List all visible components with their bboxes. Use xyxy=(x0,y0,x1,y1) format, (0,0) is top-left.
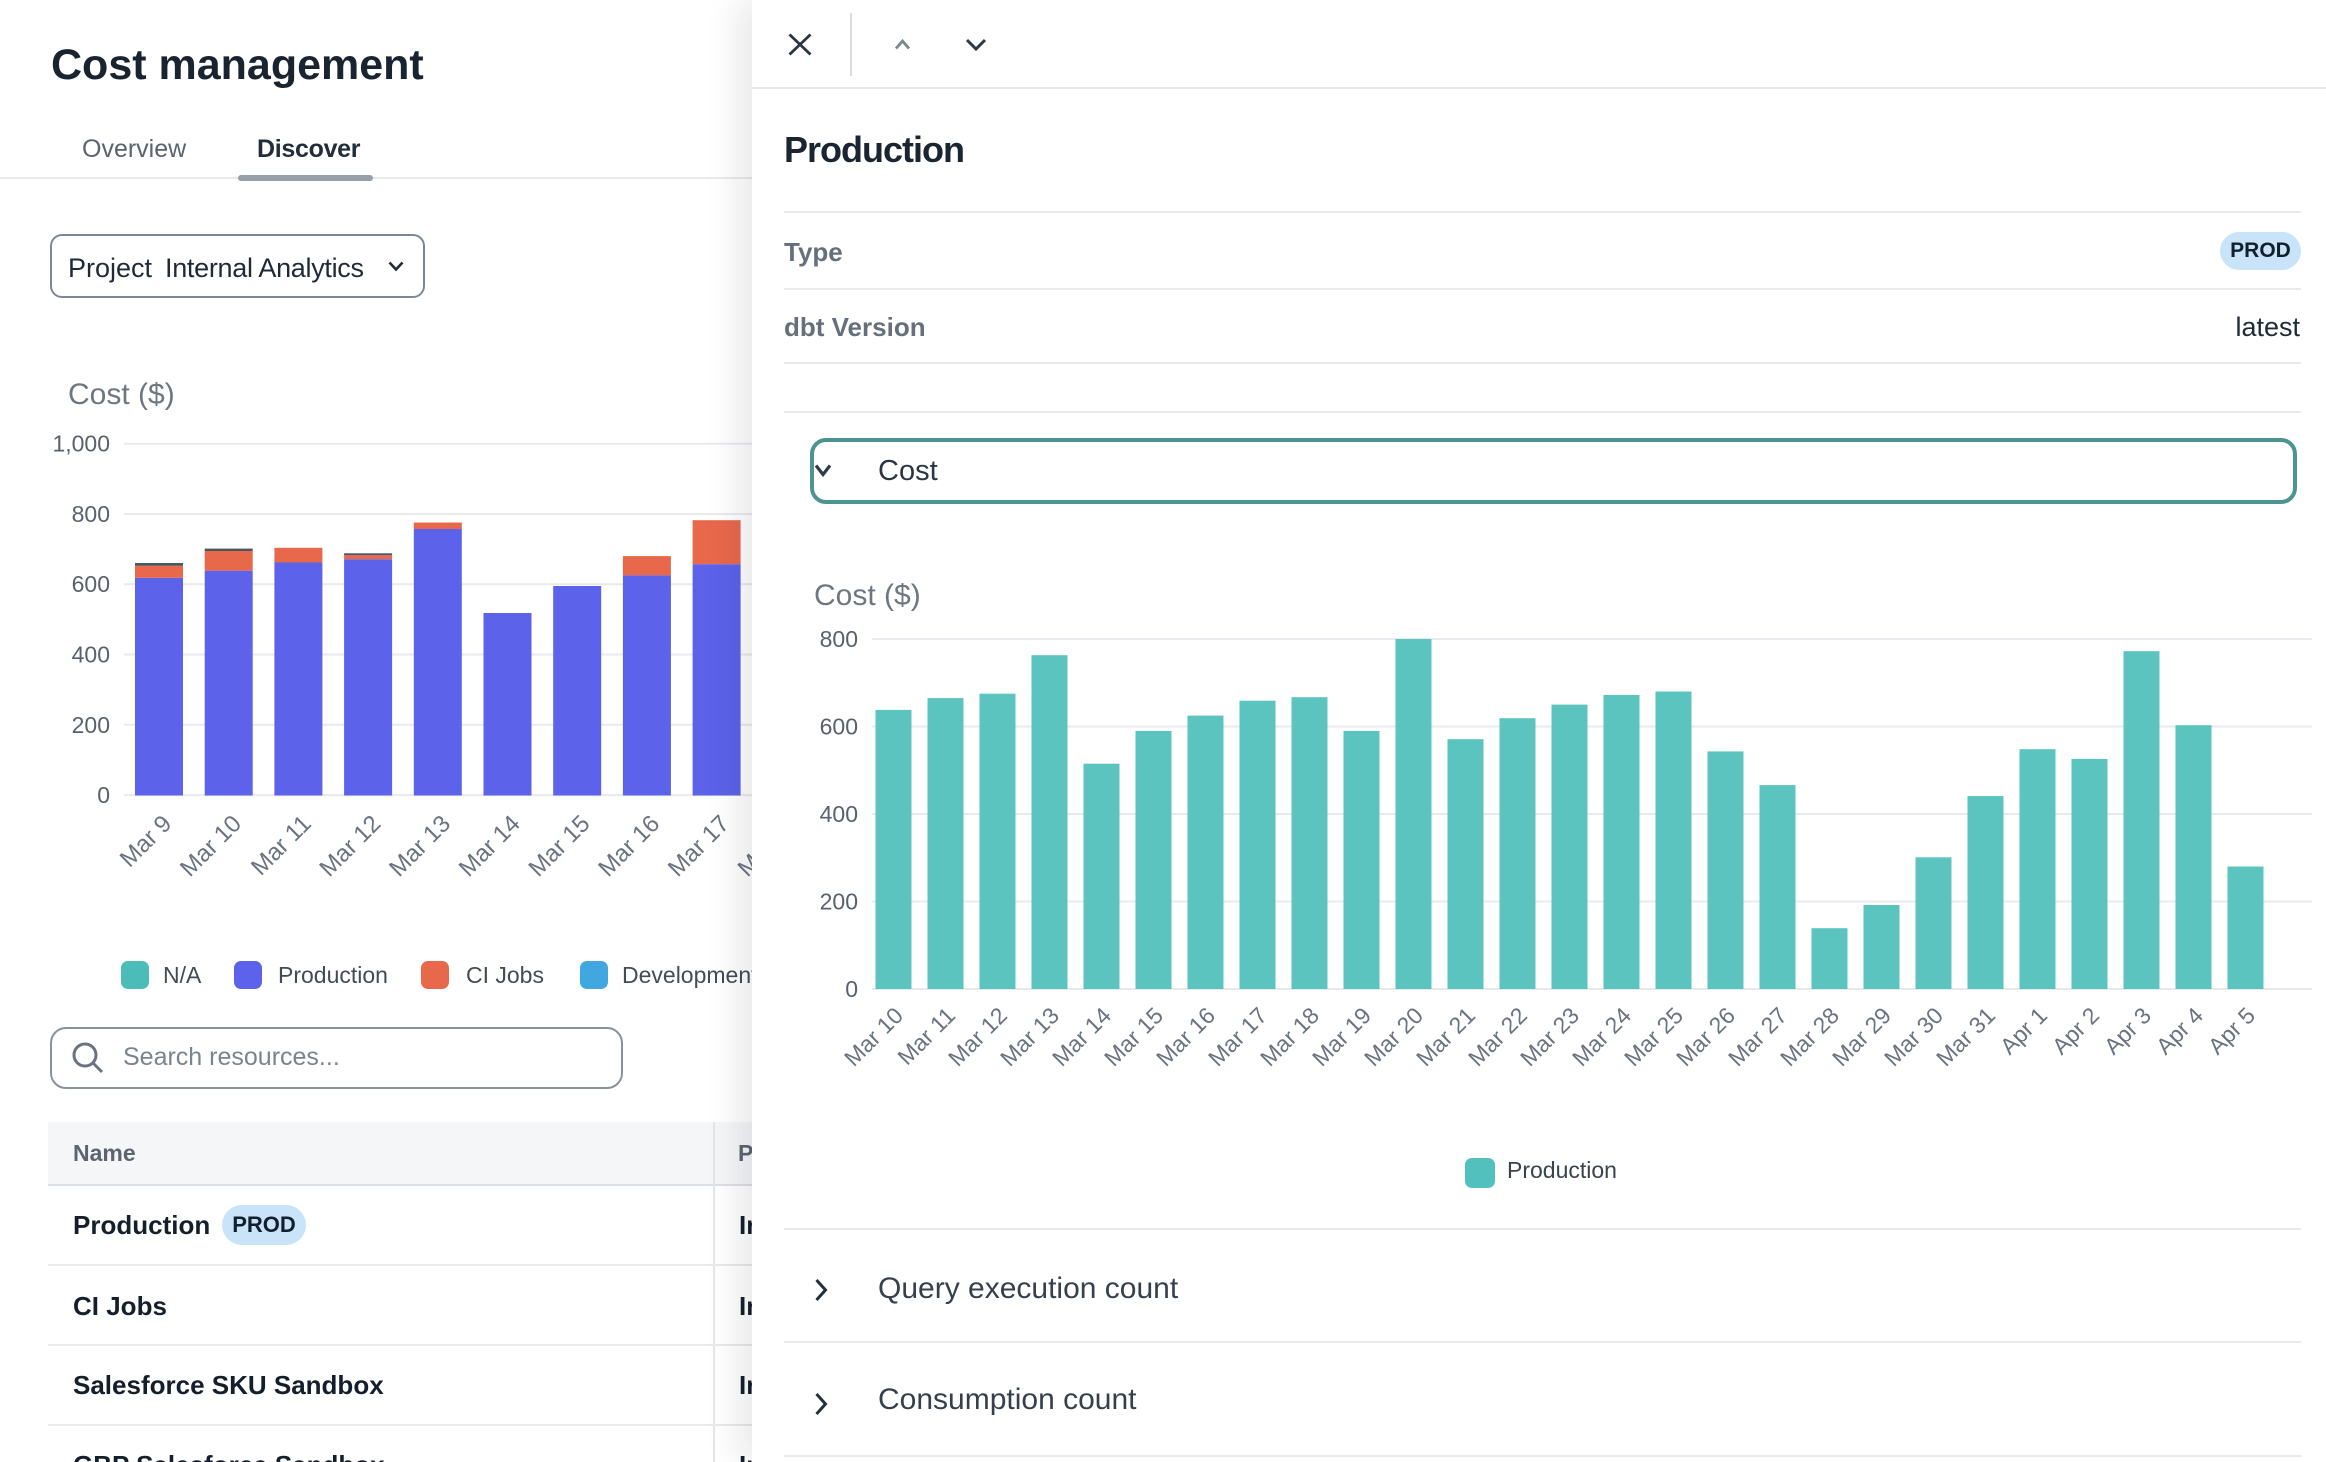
svg-text:Apr 2: Apr 2 xyxy=(2047,1002,2104,1059)
svg-text:Mar 9: Mar 9 xyxy=(115,810,177,872)
svg-text:0: 0 xyxy=(97,782,110,808)
svg-text:Mar 15: Mar 15 xyxy=(524,810,596,882)
svg-text:200: 200 xyxy=(72,712,110,738)
svg-text:600: 600 xyxy=(820,714,858,740)
svg-text:Apr 4: Apr 4 xyxy=(2151,1002,2208,1059)
svg-text:800: 800 xyxy=(72,501,110,527)
svg-text:Mar 14: Mar 14 xyxy=(454,810,526,882)
svg-text:Mar 17: Mar 17 xyxy=(663,810,735,882)
svg-text:0: 0 xyxy=(845,976,858,1002)
svg-text:Apr 3: Apr 3 xyxy=(2099,1002,2156,1059)
svg-text:Cost ($): Cost ($) xyxy=(68,378,175,411)
svg-text:200: 200 xyxy=(820,889,858,915)
svg-text:600: 600 xyxy=(72,571,110,597)
svg-text:Mar 13: Mar 13 xyxy=(384,810,456,882)
svg-text:Cost ($): Cost ($) xyxy=(814,579,921,612)
svg-text:800: 800 xyxy=(820,626,858,652)
svg-text:Apr 1: Apr 1 xyxy=(1995,1002,2052,1059)
svg-text:Mar 11: Mar 11 xyxy=(246,810,317,881)
svg-text:400: 400 xyxy=(820,801,858,827)
svg-text:Mar 10: Mar 10 xyxy=(839,1002,908,1071)
svg-text:Mar 31: Mar 31 xyxy=(1931,1002,2000,1071)
svg-text:1,000: 1,000 xyxy=(52,431,110,457)
svg-text:400: 400 xyxy=(72,642,110,668)
svg-text:Mar 16: Mar 16 xyxy=(593,810,665,882)
svg-text:Apr 5: Apr 5 xyxy=(2203,1002,2260,1059)
svg-text:Mar 10: Mar 10 xyxy=(175,810,247,882)
svg-text:Mar 12: Mar 12 xyxy=(314,810,386,882)
